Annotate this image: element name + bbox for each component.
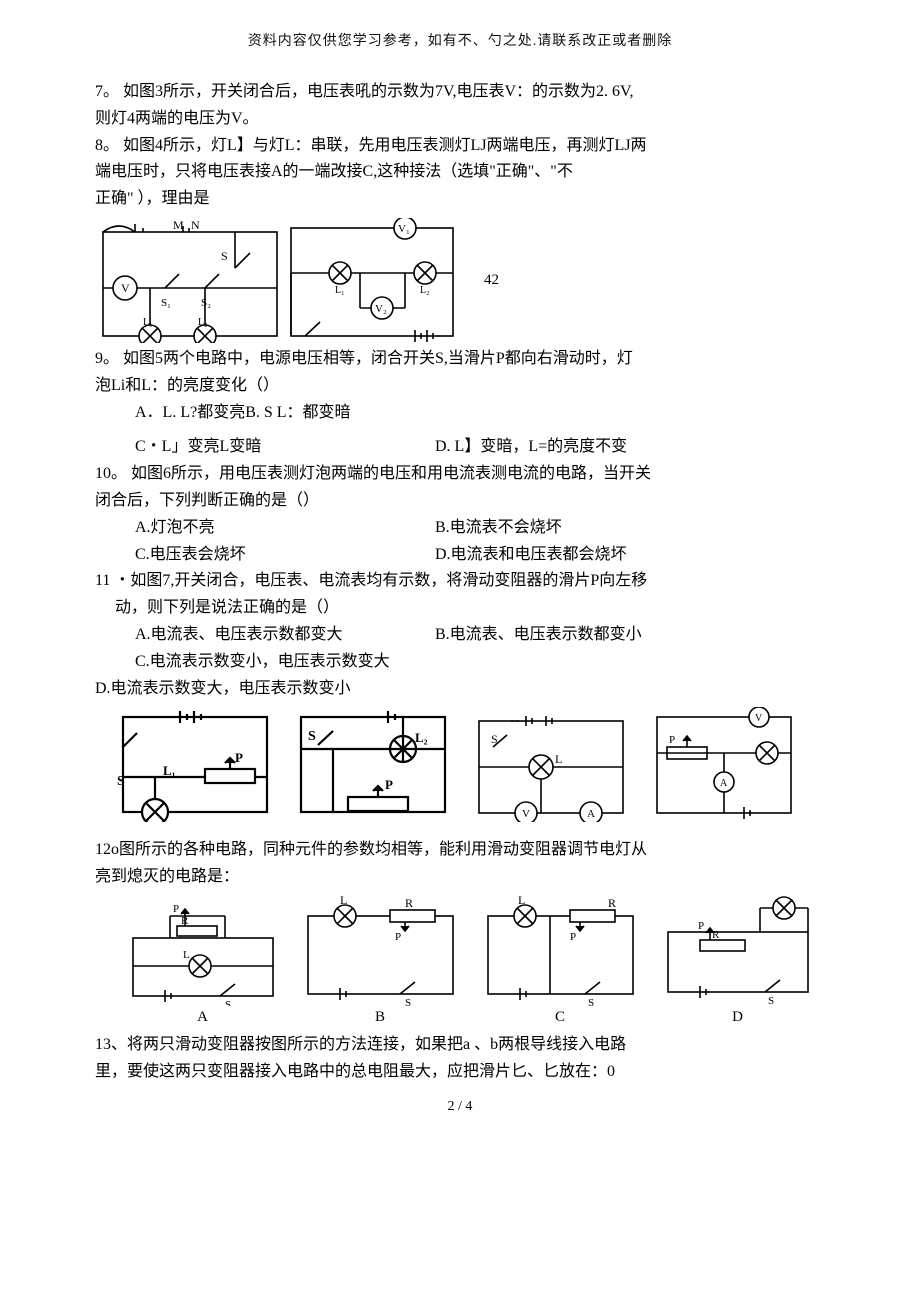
- q10-optB: B.电流表不会烧坏: [435, 516, 562, 541]
- circuit-q12-c: L R P S: [480, 896, 640, 1006]
- svg-text:L₁: L₁: [163, 763, 176, 778]
- q13-line1: 13、将两只滑动变阻器按图所示的方法连接，如果把a 、b两根导线接入电路: [95, 1033, 825, 1058]
- svg-text:L₂: L₂: [420, 285, 430, 296]
- q12-label-b: B: [300, 1006, 460, 1029]
- svg-text:L₂: L₂: [198, 317, 208, 328]
- circuit-q12-b: L R P S: [300, 896, 460, 1006]
- circuit-fig4: V₁ L₁ L₂ V₂: [285, 218, 460, 343]
- page-footer: 2 / 4: [0, 1099, 920, 1115]
- svg-text:L₁: L₁: [143, 317, 153, 328]
- q9-optD: D. L】变暗，L=的亮度不变: [435, 435, 627, 460]
- q11-optD: D.电流表示数变大，电压表示数变小: [95, 677, 825, 702]
- figure-row-3: R P L S A: [125, 896, 825, 1029]
- q7-line1: 7。 如图3所示，开关闭合后，电压表吼的示数为7V,电压表V：的示数为2. 6V…: [95, 80, 825, 105]
- q10-optA: A.灯泡不亮: [135, 516, 435, 541]
- q7-line2: 则灯4两端的电压为V。: [95, 107, 825, 132]
- svg-text:S: S: [221, 249, 228, 263]
- circuit-q10-fig6: S L V A: [471, 707, 631, 822]
- svg-text:L: L: [183, 949, 190, 961]
- q8-line1: 8。 如图4所示，灯L】与灯L：串联，先用电压表测灯LJ两端电压，再测灯LJ两: [95, 134, 825, 159]
- q11-line2: 动，则下列是说法正确的是（）: [95, 596, 825, 621]
- svg-text:L: L: [340, 896, 347, 907]
- svg-text:L: L: [518, 896, 525, 907]
- svg-text:V₂: V₂: [375, 303, 387, 315]
- figure-row-1: M N S V S₁ S₂: [95, 218, 825, 343]
- q9-line2: 泡Li和L：的亮度变化（）: [95, 374, 825, 399]
- svg-text:R: R: [405, 896, 413, 910]
- q9-line1: 9。 如图5两个电路中，电源电压相等，闭合开关S,当滑片P都向右滑动时，灯: [95, 347, 825, 372]
- q10-optD: D.电流表和电压表都会烧坏: [435, 543, 627, 568]
- svg-text:P: P: [570, 931, 576, 943]
- q10-optC: C.电压表会烧坏: [135, 543, 435, 568]
- svg-text:V₁: V₁: [398, 223, 410, 235]
- q8-line2: 端电压时，只将电压表接A的一端改接C,这种接法（选填"正确"、"不: [95, 160, 825, 185]
- svg-text:L: L: [555, 752, 562, 766]
- svg-text:R: R: [608, 896, 616, 910]
- svg-text:P: P: [235, 750, 243, 765]
- svg-text:V: V: [121, 281, 130, 295]
- circuit-q11-a: S L₁ P: [115, 707, 275, 822]
- svg-text:L₂: L₂: [415, 730, 428, 745]
- svg-text:A: A: [720, 778, 728, 789]
- svg-text:S₂: S₂: [201, 297, 211, 309]
- svg-text:S: S: [491, 732, 498, 746]
- circuit-fig3: M N S V S₁ S₂: [95, 218, 285, 343]
- q10-line1: 10。 如图6所示，用电压表测灯泡两端的电压和用电流表测电流的电路，当开关: [95, 462, 825, 487]
- svg-text:N: N: [191, 218, 200, 232]
- q11-optB: B.电流表、电压表示数都变小: [435, 623, 642, 648]
- q13-line2: 里，要使这两只变阻器接入电路中的总电阻最大，应把滑片匕、匕放在：0: [95, 1060, 825, 1085]
- q11-line1: 11 ・如图7,开关闭合，电压表、电流表均有示数，将滑动变阻器的滑片P向左移: [95, 569, 825, 594]
- svg-text:S: S: [225, 999, 231, 1006]
- svg-text:V: V: [522, 808, 530, 820]
- svg-text:P: P: [385, 777, 393, 792]
- circuit-q11-b: S L₂ P: [293, 707, 453, 822]
- q11-optC: C.电流表示数变小，电压表示数变大: [95, 650, 825, 675]
- page-header: 资料内容仅供您学习参考，如有不、勺之处.请联系改正或者删除: [95, 30, 825, 50]
- svg-text:S: S: [588, 997, 594, 1006]
- svg-text:S: S: [768, 995, 774, 1006]
- svg-text:V: V: [755, 713, 763, 724]
- svg-text:S: S: [308, 729, 316, 744]
- circuit-q12-d: R P S: [660, 896, 815, 1006]
- svg-text:S: S: [405, 997, 411, 1006]
- circuit-q11-fig7: V P A: [649, 707, 799, 822]
- fig-side-number: 42: [484, 269, 499, 292]
- q12-label-d: D: [660, 1006, 815, 1029]
- svg-text:P: P: [395, 931, 401, 943]
- circuit-q12-a: R P L S: [125, 896, 280, 1006]
- q12-line1: 12o图所示的各种电路，同种元件的参数均相等，能利用滑动变阻器调节电灯从: [95, 838, 825, 863]
- svg-text:S₁: S₁: [161, 297, 171, 309]
- figure-row-2: S L₁ P: [115, 707, 825, 822]
- q11-optA: A.电流表、电压表示数都变大: [135, 623, 435, 648]
- q9-optC: C・L」变亮L变暗: [135, 435, 435, 460]
- svg-text:P: P: [669, 734, 675, 746]
- svg-text:P: P: [698, 920, 704, 932]
- svg-text:A: A: [587, 808, 595, 820]
- svg-text:L₁: L₁: [335, 285, 345, 296]
- q10-line2: 闭合后，下列判断正确的是（）: [95, 489, 825, 514]
- q8-line3: 正确" ），理由是: [95, 187, 825, 212]
- q9-optA: A．L. L?都变亮B. S L：都变暗: [95, 401, 825, 426]
- q12-label-c: C: [480, 1006, 640, 1029]
- q12-label-a: A: [125, 1006, 280, 1029]
- q12-line2: 亮到熄灭的电路是：: [95, 865, 825, 890]
- svg-text:P: P: [173, 903, 179, 915]
